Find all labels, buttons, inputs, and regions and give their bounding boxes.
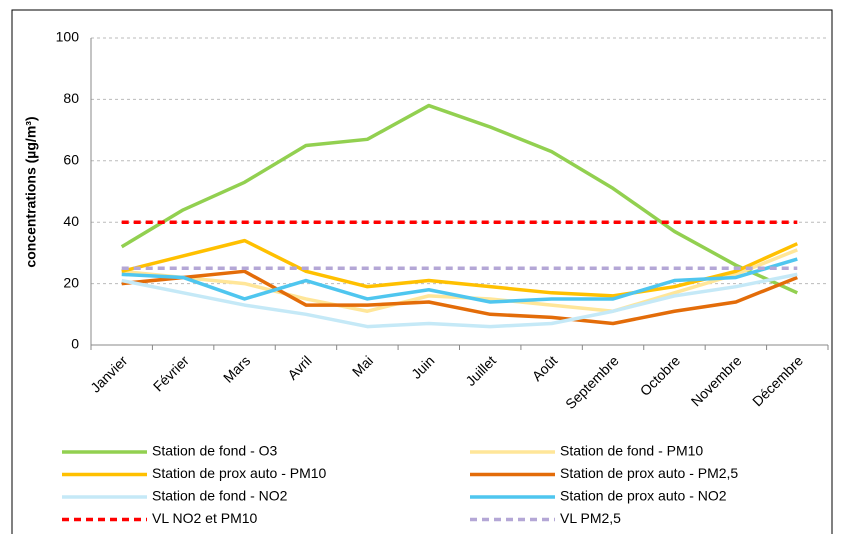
x-tick-label: Janvier: [87, 352, 130, 395]
x-tick-label: Août: [529, 352, 561, 384]
legend-label: VL NO2 et PM10: [152, 510, 258, 526]
x-tick-label: Mars: [220, 352, 253, 385]
x-tick-label: Novembre: [688, 352, 745, 409]
y-tick-label: 40: [63, 213, 79, 229]
legend-label: Station de prox auto - PM2,5: [560, 465, 738, 481]
x-tick-label: Juillet: [462, 352, 499, 389]
series-line: [121, 257, 798, 304]
x-tick-label: Octobre: [637, 352, 684, 399]
legend-label: Station de fond - PM10: [560, 443, 703, 459]
x-tick-label: Juin: [408, 352, 437, 381]
legend-label: Station de prox auto - PM10: [152, 465, 327, 481]
x-tick-label: Avril: [284, 352, 314, 382]
y-tick-label: 80: [63, 90, 79, 106]
series-line: [120, 103, 799, 295]
legend-label: Station de fond - O3: [152, 443, 278, 459]
y-tick-label: 0: [71, 336, 79, 352]
y-axis-title: concentrations (µg/m³): [23, 116, 39, 267]
legend-label: VL PM2,5: [560, 510, 621, 526]
y-tick-label: 60: [63, 152, 79, 168]
series-line: [121, 269, 798, 326]
series-line: [121, 272, 798, 329]
x-tick-label: Mai: [349, 352, 376, 379]
y-tick-label: 100: [56, 29, 80, 45]
x-tick-label: Février: [150, 352, 192, 394]
legend-label: Station de prox auto - NO2: [560, 488, 727, 504]
y-tick-label: 20: [63, 274, 79, 290]
x-tick-label: Décembre: [749, 352, 806, 409]
x-tick-label: Septembre: [562, 352, 622, 412]
series-line: [121, 238, 799, 298]
frame: [11, 9, 833, 534]
legend-label: Station de fond - NO2: [152, 488, 288, 504]
